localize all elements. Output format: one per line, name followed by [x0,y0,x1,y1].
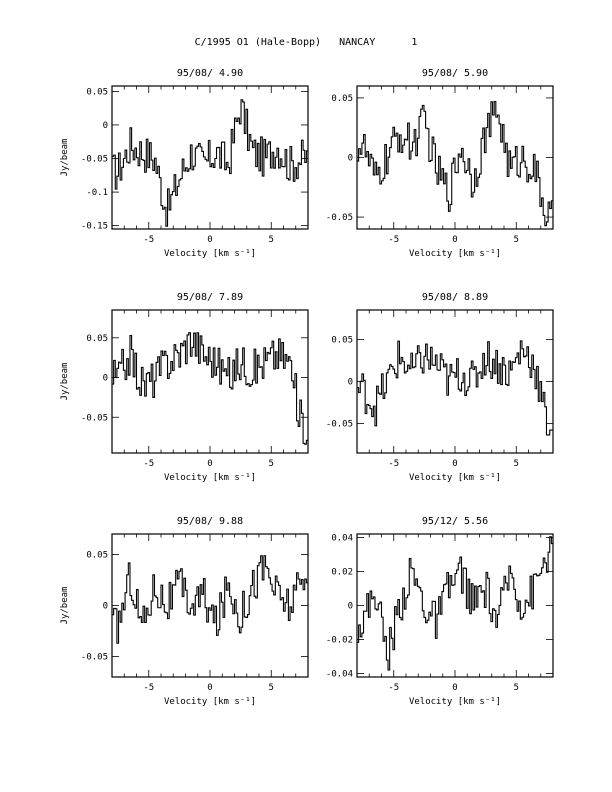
x-tick-label: -5 [143,683,154,693]
x-tick-label: 5 [269,459,274,469]
x-tick-label: 0 [452,683,457,693]
spectrum-line [112,332,308,445]
y-tick-label: 0 [348,602,353,612]
spectrum-panel-5: 95/08/ 9.88 -5 0 5 -0.05 0 0.05 Velocity [km s⁻… [60,516,309,707]
panel-title: 95/08/ 5.90 [422,68,488,79]
panel-title: 95/08/ 8.89 [422,292,488,303]
x-tick-label: 5 [514,459,519,469]
spectrum-line [357,536,553,671]
x-tick-label: -5 [388,235,399,245]
x-tick-label: -5 [388,683,399,693]
x-tick-label: -5 [143,235,154,245]
x-tick-label: 5 [269,235,274,245]
y-tick-label: 0.05 [86,550,108,560]
x-tick-label: 0 [207,459,212,469]
y-tick-label: -0.04 [326,670,353,680]
spectrum-panel-4: 95/08/ 8.89 -5 0 5 -0.05 0 0.05 Velocity [km s⁻… [326,292,554,483]
x-tick-label: 0 [452,235,457,245]
x-tick-label: -5 [388,459,399,469]
y-tick-label: 0 [103,602,108,612]
spectrum-line [112,99,308,227]
y-axis-label: Jy/beam [60,587,70,625]
panel-title: 95/12/ 5.56 [422,516,488,527]
y-axis-label: Jy/beam [60,363,70,401]
y-tick-label: 0 [103,374,108,384]
panel-title: 95/08/ 7.89 [177,292,243,303]
x-axis-label: Velocity [km s⁻¹] [409,473,501,483]
x-tick-label: 5 [514,235,519,245]
spectrum-panel-6: 95/12/ 5.56 -5 0 5 -0.04 -0.02 0 0.02 0.04 Veloci… [326,516,554,707]
x-tick-label: 0 [452,459,457,469]
y-tick-label: -0.05 [81,653,108,663]
x-tick-label: 0 [207,235,212,245]
y-tick-label: 0.05 [86,334,108,344]
y-tick-label: -0.1 [86,188,108,198]
y-tick-label: 0 [348,154,353,164]
y-tick-label: 0.05 [331,335,353,345]
panel-title: 95/08/ 9.88 [177,516,243,527]
x-tick-label: -5 [143,459,154,469]
spectrum-line [357,340,553,436]
y-tick-label: 0.05 [86,87,108,97]
y-tick-label: 0.04 [331,533,353,543]
y-tick-label: -0.05 [326,420,353,430]
y-tick-label: -0.02 [326,636,353,646]
spectrum-panel-3: 95/08/ 7.89 -5 0 5 -0.05 0 0.05 Velocity [km s⁻… [60,292,309,483]
x-axis-label: Velocity [km s⁻¹] [409,249,501,259]
y-tick-label: -0.05 [326,213,353,223]
spectrum-panel-1: 95/08/ 4.90 -5 0 5 -0.15 -0.1 -0.05 0 0.05 Veloci… [60,68,309,259]
y-tick-label: -0.05 [81,413,108,423]
y-axis-label: Jy/beam [60,139,70,177]
page-title: C/1995 O1 (Hale-Bopp) NANCAY 1 [194,37,418,48]
x-axis-label: Velocity [km s⁻¹] [409,697,501,707]
x-tick-label: 0 [207,683,212,693]
y-tick-label: 0 [348,378,353,388]
x-axis-label: Velocity [km s⁻¹] [164,473,256,483]
y-tick-label: 0 [103,121,108,131]
plot-frame [111,533,309,678]
y-tick-label: -0.15 [81,222,108,232]
spectrum-panel-2: 95/08/ 5.90 -5 0 5 -0.05 0 0.05 Velocity [km s⁻… [326,68,554,259]
x-tick-label: 5 [514,683,519,693]
y-tick-label: 0.05 [331,94,353,104]
x-tick-label: 5 [269,683,274,693]
panel-title: 95/08/ 4.90 [177,68,243,79]
spectrum-line [112,555,308,644]
spectrum-line [357,100,553,227]
x-axis-label: Velocity [km s⁻¹] [164,697,256,707]
y-tick-label: 0.02 [331,567,353,577]
x-axis-label: Velocity [km s⁻¹] [164,249,256,259]
y-tick-label: -0.05 [81,155,108,165]
